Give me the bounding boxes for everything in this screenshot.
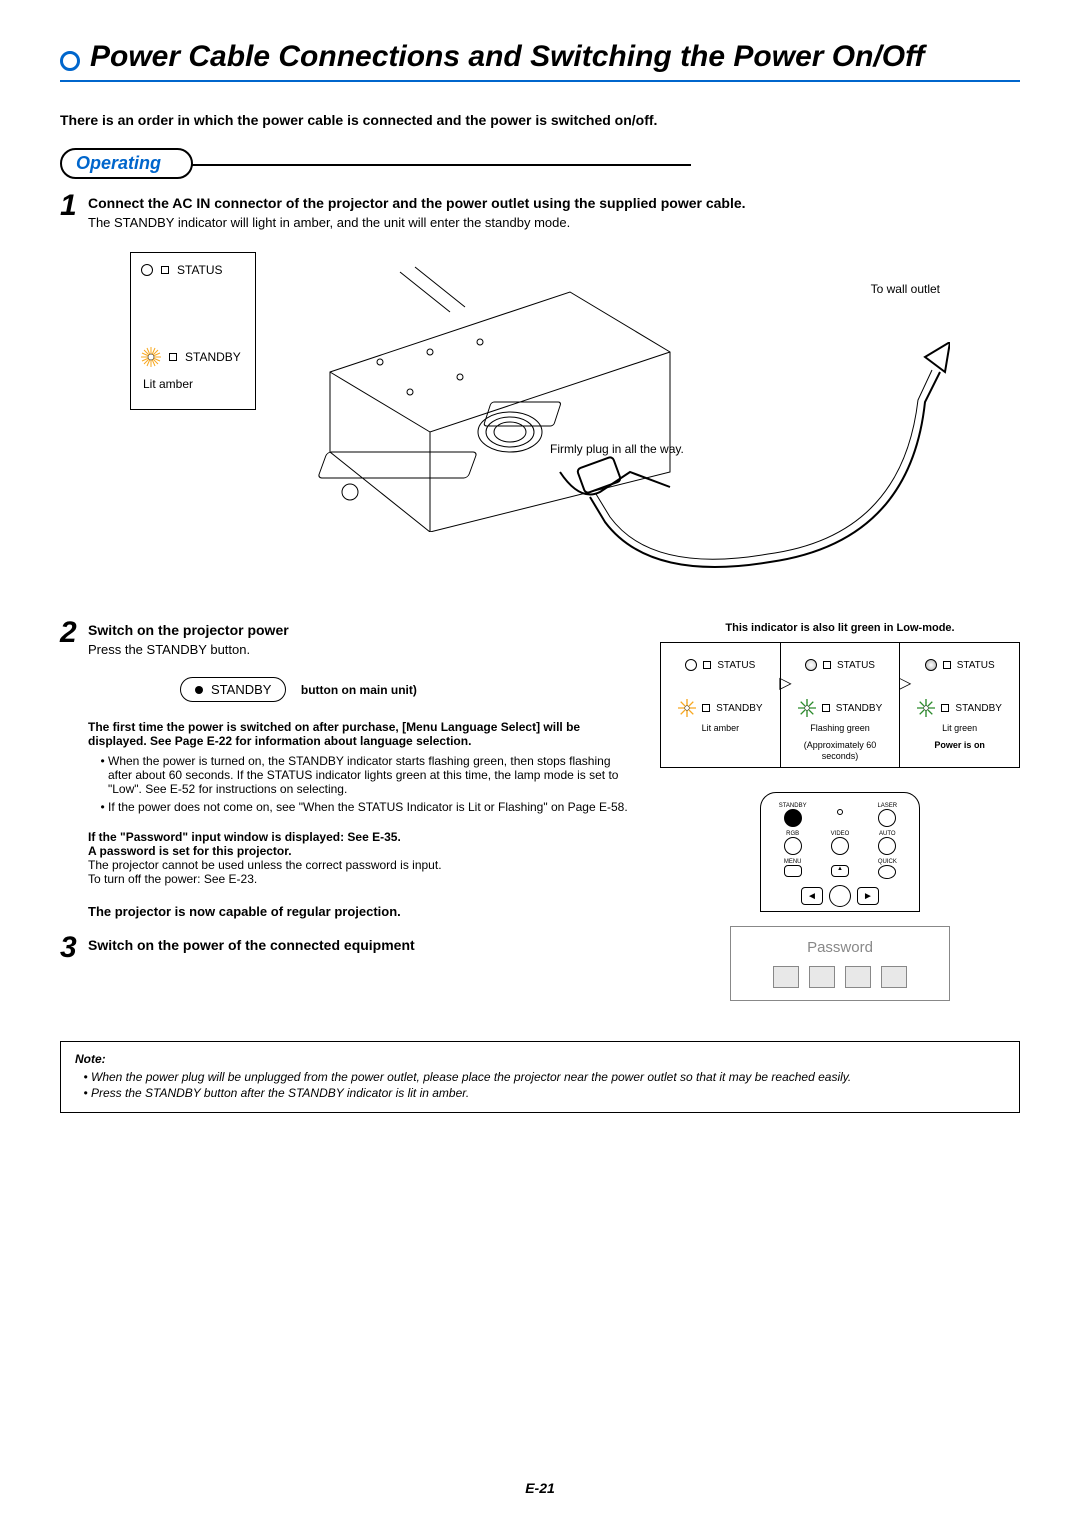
remote-control-illustration: STANDBY LASER RGB VIDEO AUTO MENU ▲ QUIC… <box>760 792 920 912</box>
password-body-2: To turn off the power: See E-23. <box>88 872 630 886</box>
state-flashing: STATUS STANDBY Flashing green (Approxima… <box>781 643 901 767</box>
button-dot-icon <box>195 686 203 694</box>
wall-outlet-callout: To wall outlet <box>871 282 940 296</box>
state-on: STATUS STANDBY Lit green Power is on <box>900 643 1019 767</box>
step-1-title: Connect the AC IN connector of the proje… <box>88 195 746 211</box>
status-text: STATUS <box>717 660 755 671</box>
standby-text: STANDBY <box>836 703 883 714</box>
step-3: 3 Switch on the power of the connected e… <box>60 937 630 955</box>
arrow-icon: ▷ <box>899 673 911 693</box>
intro-text: There is an order in which the power cab… <box>60 112 1020 128</box>
dot-icon <box>943 661 951 669</box>
step-2-title: Switch on the projector power <box>88 622 289 638</box>
green-starburst-icon <box>917 699 935 717</box>
dot-icon <box>702 704 710 712</box>
remote-center-icon <box>829 885 851 907</box>
step-2-bullets: When the power is turned on, the STANDBY… <box>88 754 630 814</box>
note-item: When the power plug will be unplugged fr… <box>91 1070 1005 1084</box>
starburst-icon <box>141 347 161 367</box>
remote-button-icon <box>831 837 849 855</box>
step-1: 1 Connect the AC IN connector of the pro… <box>60 195 1020 230</box>
amber-starburst-icon <box>678 699 696 717</box>
password-cell <box>845 966 871 988</box>
standby-button-text: STANDBY <box>211 682 271 697</box>
remote-button-icon <box>784 865 802 877</box>
green-starburst-icon <box>798 699 816 717</box>
state-label-2: (Approximately 60 seconds) <box>785 740 896 762</box>
note-box: Note: When the power plug will be unplug… <box>60 1041 1020 1113</box>
step-2: 2 Switch on the projector power Press th… <box>60 622 630 657</box>
dot-icon <box>823 661 831 669</box>
password-body-1: The projector cannot be used unless the … <box>88 858 630 872</box>
step-3-number: 3 <box>60 931 77 965</box>
status-label: STATUS <box>177 263 223 277</box>
state-label-1: Flashing green <box>785 723 896 734</box>
state-label-1: Lit green <box>904 723 1015 734</box>
led-icon <box>925 659 937 671</box>
password-cell <box>809 966 835 988</box>
indicator-states-diagram: STATUS STANDBY Lit amber ▷ STATUS STANDB… <box>660 642 1020 768</box>
step-1-number: 1 <box>60 189 77 223</box>
standby-button-illustration: STANDBY <box>180 677 286 702</box>
arrow-icon: ▷ <box>779 673 791 693</box>
lit-amber-caption: Lit amber <box>143 377 241 391</box>
page-number: E-21 <box>0 1480 1080 1496</box>
projector-ready-text: The projector is now capable of regular … <box>88 904 630 919</box>
password-cell <box>773 966 799 988</box>
section-heading: Operating <box>60 148 193 179</box>
remote-left-icon: ◄ <box>801 887 823 905</box>
password-heading-2: A password is set for this projector. <box>88 844 630 858</box>
password-title: Password <box>743 939 937 956</box>
step-2-container: 2 Switch on the projector power Press th… <box>60 622 1020 1001</box>
password-input-illustration: Password <box>730 926 950 1001</box>
state-amber: STATUS STANDBY Lit amber ▷ <box>661 643 781 767</box>
state-label-2: Power is on <box>904 740 1015 751</box>
dot-icon <box>703 661 711 669</box>
led-icon <box>805 659 817 671</box>
bullet-item: When the power is turned on, the STANDBY… <box>108 754 630 796</box>
low-mode-note: This indicator is also lit green in Low-… <box>660 622 1020 634</box>
remote-button-icon <box>878 809 896 827</box>
standby-dot-icon <box>169 353 177 361</box>
standby-label: STANDBY <box>185 350 241 364</box>
remote-led-icon <box>837 809 843 815</box>
remote-button-icon <box>878 865 896 879</box>
indicator-panel: STATUS STANDBY Lit amber <box>130 252 256 410</box>
remote-button-icon <box>784 809 802 827</box>
plug-callout: Firmly plug in all the way. <box>550 442 684 456</box>
title-bullet <box>60 51 80 71</box>
step-2-number: 2 <box>60 616 77 650</box>
power-cable-illustration <box>550 342 950 582</box>
note-heading: Note: <box>75 1052 1005 1066</box>
title-container: Power Cable Connections and Switching th… <box>60 40 1020 82</box>
remote-right-icon: ► <box>857 887 879 905</box>
led-icon <box>685 659 697 671</box>
standby-text: STANDBY <box>716 703 763 714</box>
state-label: Lit amber <box>665 723 776 734</box>
password-cell <box>881 966 907 988</box>
step-3-title: Switch on the power of the connected equ… <box>88 937 415 953</box>
dot-icon <box>822 704 830 712</box>
step-2-desc: Press the STANDBY button. <box>88 642 630 657</box>
remote-button-icon <box>784 837 802 855</box>
status-dot-icon <box>161 266 169 274</box>
password-heading-1: If the "Password" input window is displa… <box>88 830 630 844</box>
step-1-desc: The STANDBY indicator will light in ambe… <box>88 215 1020 230</box>
bullet-item: If the power does not come on, see "When… <box>108 800 630 814</box>
language-select-note: The first time the power is switched on … <box>88 720 630 748</box>
page-title: Power Cable Connections and Switching th… <box>60 40 1020 82</box>
remote-up-icon: ▲ <box>831 865 849 877</box>
dot-icon <box>941 704 949 712</box>
remote-button-icon <box>878 837 896 855</box>
status-led-icon <box>141 264 153 276</box>
button-unit-label: button on main unit) <box>301 683 417 697</box>
note-item: Press the STANDBY button after the STAND… <box>91 1086 1005 1100</box>
standby-text: STANDBY <box>955 703 1002 714</box>
status-text: STATUS <box>837 660 875 671</box>
connection-diagram: STATUS STANDBY Lit amber <box>130 242 950 602</box>
status-text: STATUS <box>957 660 995 671</box>
